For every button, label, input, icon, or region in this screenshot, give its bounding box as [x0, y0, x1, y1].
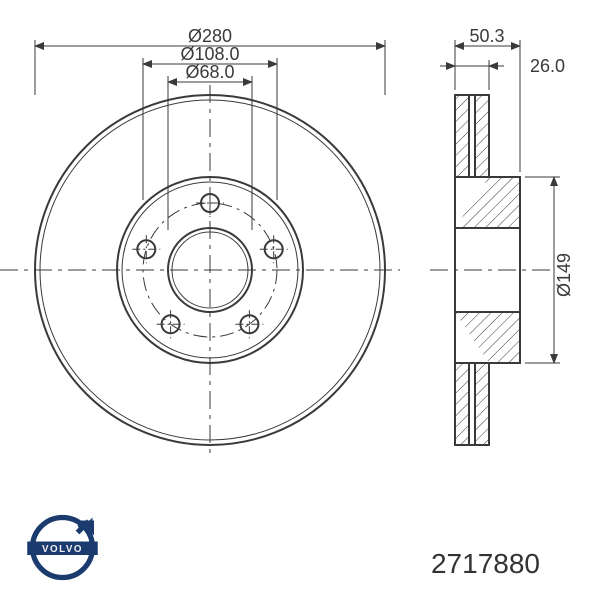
dim-t26: 26.0 [530, 56, 565, 76]
dim-d149: Ø149 [554, 253, 574, 297]
side-view [430, 95, 555, 445]
dim-d108: Ø108.0 [180, 44, 239, 64]
front-dim-lines: Ø280 Ø108.0 Ø68.0 [35, 26, 385, 82]
brand-text: VOLVO [42, 544, 83, 555]
brand-logo: VOLVO [25, 510, 100, 585]
front-view [0, 85, 400, 455]
part-number: 2717880 [431, 548, 540, 580]
dim-d280: Ø280 [188, 26, 232, 46]
dim-d68: Ø68.0 [185, 62, 234, 82]
dim-w50: 50.3 [469, 26, 504, 46]
